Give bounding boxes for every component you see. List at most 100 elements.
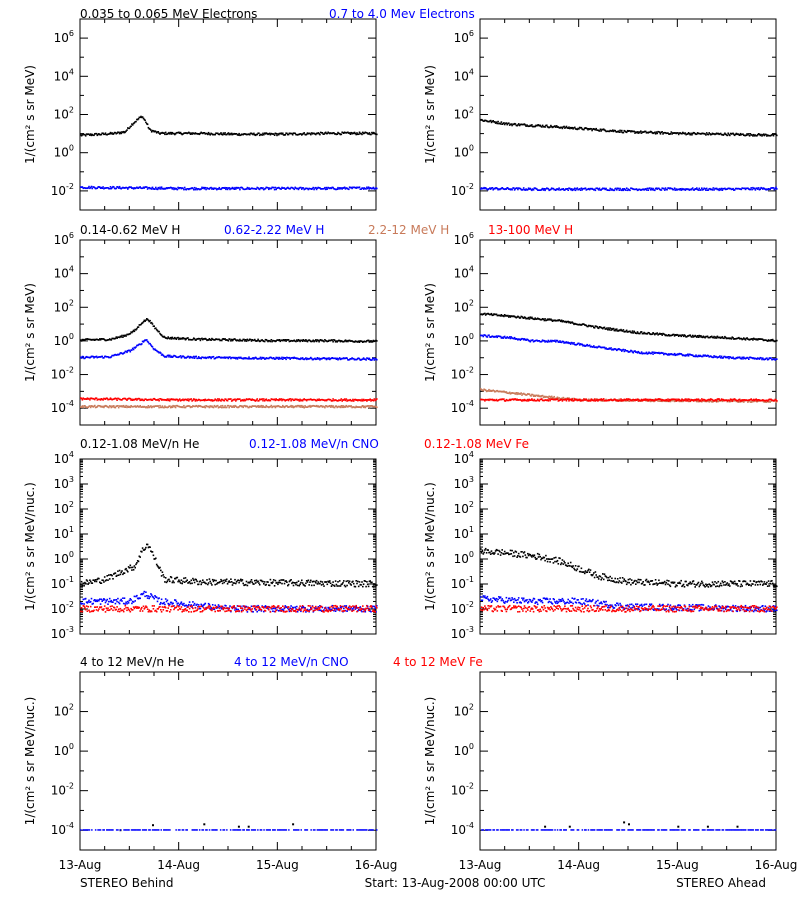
data-point [649,352,652,355]
data-point [614,129,616,132]
data-point [620,349,622,351]
data-point [159,332,161,335]
data-point [761,358,763,361]
data-point [287,406,290,408]
data-point [567,398,569,400]
data-point [91,187,94,190]
data-point [688,132,691,135]
data-point [503,122,505,124]
data-point [128,333,131,335]
data-point [523,123,526,125]
data-point [337,131,339,134]
data-point [102,399,104,401]
data-point [114,406,117,409]
data-point [667,398,669,400]
data-point [350,400,352,402]
data-point [355,133,357,136]
data-point [358,186,361,188]
data-point [210,339,212,341]
series-legend-label: 0.62-2.22 MeV H [224,223,324,237]
data-point [775,186,777,189]
data-point [259,356,262,359]
data-point [616,189,618,191]
data-point [309,132,311,135]
data-point [541,399,544,402]
series-points [80,115,378,137]
data-point [259,406,262,408]
data-point [282,405,285,408]
data-point [508,315,511,317]
data-point [319,357,322,360]
data-point [121,570,123,572]
data-point [544,189,546,192]
data-point [348,405,351,407]
data-point [347,399,349,401]
data-point [253,132,255,135]
data-point [131,406,134,408]
data-point [516,393,518,396]
data-point [681,187,683,190]
data-point [115,187,118,190]
data-point [626,189,629,192]
data-point [585,344,588,347]
data-point [287,357,290,359]
data-point [727,356,729,358]
data-point [706,399,709,401]
data-point [733,399,736,402]
data-point [201,337,203,340]
data-point [738,398,741,401]
data-point [672,132,675,134]
data-point [120,132,122,135]
data-point [103,133,105,136]
data-point [536,318,538,320]
data-point [719,357,722,359]
data-point [192,187,194,190]
data-point [686,133,688,135]
data-point [216,399,218,402]
data-point [485,188,488,190]
data-point [117,574,120,576]
data-point [492,314,494,316]
data-point [321,132,324,134]
data-point [494,313,497,316]
data-point [149,128,151,130]
data-point [558,397,560,399]
data-point [724,336,727,339]
data-point [495,121,498,123]
data-point [343,357,346,360]
data-point [560,398,563,401]
data-point [325,186,328,189]
data-point [622,131,625,134]
data-point [726,134,729,137]
data-point [655,352,658,354]
data-point [293,188,296,191]
data-point [719,337,722,339]
data-point [134,566,136,569]
data-point [616,349,618,352]
data-point [282,132,284,135]
data-point [511,188,513,191]
data-point [564,397,566,400]
plot-frame [479,18,777,211]
data-point [689,334,691,336]
data-point [754,357,757,360]
data-point [550,188,552,191]
data-point [625,187,628,189]
data-point [203,132,206,134]
data-point [319,339,322,341]
data-point [630,399,632,402]
data-point [89,133,92,135]
data-point [592,399,594,401]
data-point [100,338,103,340]
data-point [502,314,504,317]
data-point [94,132,97,135]
data-point [207,405,210,408]
data-point [757,357,759,359]
data-point [253,358,255,360]
data-point [629,350,631,353]
data-point [773,358,776,360]
data-point [632,332,635,334]
data-point [498,390,500,393]
data-point [699,336,701,338]
